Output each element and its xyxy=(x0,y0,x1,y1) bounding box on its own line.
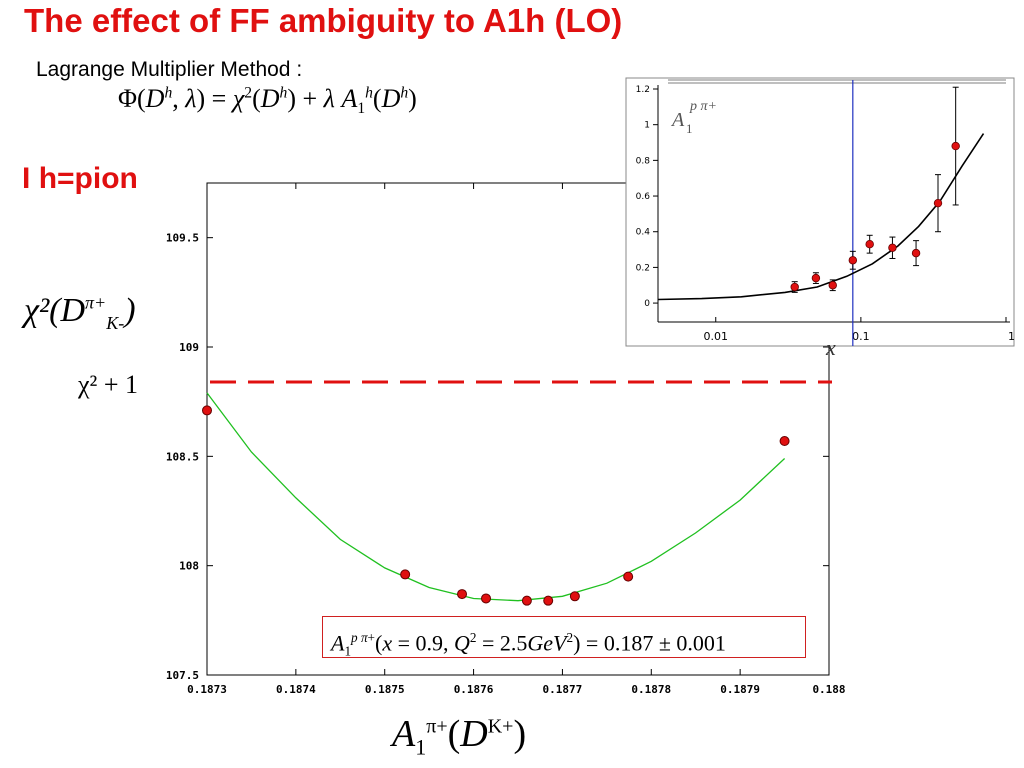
hadron-label-prefix: I xyxy=(22,162,31,195)
inset-legend-sub: 1 xyxy=(686,121,693,136)
y-tick-label: 108 xyxy=(179,560,199,573)
result-box: A1p π+(x = 0.9, Q2 = 2.5GeV2) = 0.187 ± … xyxy=(322,616,806,658)
x-tick-label: 0.1878 xyxy=(631,683,671,696)
method-subtitle: Lagrange Multiplier Method : xyxy=(36,58,303,81)
y-axis-label-sub: K- xyxy=(106,312,125,333)
x-tick-label: 0.1879 xyxy=(720,683,760,696)
data-point xyxy=(623,571,634,582)
data-point xyxy=(457,589,468,600)
y-tick-label: 108.5 xyxy=(166,450,199,463)
x-axis-label: A1π+(DK+) xyxy=(392,713,527,760)
inset-y-tick-label: 0 xyxy=(644,299,650,309)
y-tick-label: 107.5 xyxy=(166,669,199,682)
inset-data-point xyxy=(848,256,858,265)
data-point xyxy=(543,595,554,606)
data-point xyxy=(521,595,532,606)
y-axis-label-text: χ²(D xyxy=(24,292,86,329)
inset-x-tick-label: 0.01 xyxy=(704,330,729,343)
inset-x-tick-label: 0.1 xyxy=(852,330,870,343)
y-axis-label: χ²(Dπ+K-) xyxy=(24,292,136,333)
inset-y-tick-label: 0.2 xyxy=(636,263,650,273)
threshold-label: χ² + 1 xyxy=(78,370,138,399)
data-point xyxy=(569,591,580,602)
data-point xyxy=(202,405,212,416)
inset-x-axis-label: x xyxy=(825,335,836,360)
data-point xyxy=(779,436,790,447)
fit-curve xyxy=(206,392,786,602)
y-axis-label-sup: π+ xyxy=(85,292,107,313)
inset-y-tick-label: 1.2 xyxy=(636,85,650,95)
inset-data-point xyxy=(911,248,921,258)
inset-fit-curve xyxy=(657,133,985,301)
inset-y-tick-label: 0.8 xyxy=(636,156,651,166)
y-tick-label: 109.5 xyxy=(166,232,199,245)
inset-y-tick-label: 0.4 xyxy=(636,228,651,238)
x-tick-label: 0.188 xyxy=(812,683,845,696)
slide-title: The effect of FF ambiguity to A1h (LO) xyxy=(24,2,623,39)
data-point xyxy=(481,593,492,604)
y-tick-label: 109 xyxy=(179,341,199,354)
inset-y-tick-label: 0.6 xyxy=(636,192,651,202)
inset-data-point xyxy=(790,282,799,292)
x-tick-label: 0.1873 xyxy=(187,683,227,696)
hadron-label: I h=pion xyxy=(22,162,138,196)
inset-data-point xyxy=(811,273,821,283)
lagrange-formula: Φ(Dh, λ) = χ2(Dh) + λ A1h(Dh) xyxy=(118,84,417,118)
inset-data-point xyxy=(933,198,943,208)
inset-frame xyxy=(625,77,1015,347)
x-tick-label: 0.1874 xyxy=(276,683,316,696)
hadron-label-text: h=pion xyxy=(38,162,138,195)
x-tick-label: 0.1876 xyxy=(454,683,494,696)
inset-legend-sup: p π+ xyxy=(689,99,717,114)
x-tick-label: 0.1877 xyxy=(543,683,583,696)
inset-data-point xyxy=(865,240,874,249)
plot-frame xyxy=(206,182,830,676)
inset-legend-label: A xyxy=(670,109,685,131)
x-tick-label: 0.1875 xyxy=(365,683,405,696)
data-point xyxy=(400,569,411,580)
inset-data-point xyxy=(888,243,897,252)
inset-data-point xyxy=(828,281,837,290)
inset-x-tick-label: 1 xyxy=(1008,330,1015,343)
inset-data-point xyxy=(951,141,960,151)
inset-y-tick-label: 1 xyxy=(644,121,650,131)
